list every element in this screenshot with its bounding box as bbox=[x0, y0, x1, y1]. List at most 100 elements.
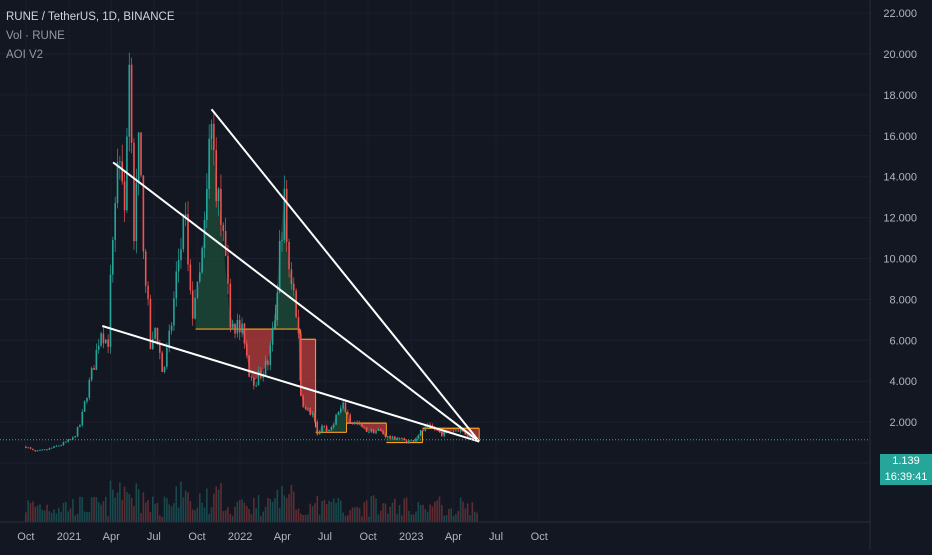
volume-bar bbox=[412, 514, 415, 522]
volume-bar bbox=[34, 506, 37, 522]
chart-legend: RUNE / TetherUS, 1D, BINANCE Vol · RUNE … bbox=[6, 8, 175, 65]
volume-bar bbox=[86, 511, 88, 522]
volume-bar bbox=[389, 506, 391, 522]
candle-body bbox=[220, 188, 222, 225]
symbol-title[interactable]: RUNE / TetherUS, 1D, BINANCE bbox=[6, 11, 175, 23]
volume-bar bbox=[187, 492, 189, 522]
volume-bar bbox=[267, 497, 269, 522]
candle-body bbox=[466, 434, 469, 437]
candle-body bbox=[304, 406, 307, 409]
candle-body bbox=[443, 432, 445, 436]
grid bbox=[0, 12, 870, 464]
volume-bar bbox=[191, 509, 194, 522]
axes: 22.000 20.000 18.000 16.000 14.000 12.000 10.0… bbox=[0, 0, 917, 550]
x-tick-label: Oct bbox=[188, 531, 205, 543]
candle-body bbox=[290, 269, 293, 284]
volume-bar bbox=[323, 499, 326, 522]
y-tick-label: 18.000 bbox=[883, 90, 917, 102]
candle-body bbox=[137, 132, 140, 183]
volume-bar bbox=[339, 500, 342, 522]
volume-bar bbox=[121, 500, 124, 522]
trendline-1[interactable] bbox=[101, 325, 480, 443]
volume-bar bbox=[53, 509, 55, 522]
x-tick-label: 2023 bbox=[399, 531, 423, 543]
candle-body bbox=[455, 430, 457, 432]
volume-bar bbox=[62, 503, 65, 522]
indicator-legend[interactable]: AOI V2 bbox=[6, 49, 44, 61]
volume-bar bbox=[377, 514, 380, 522]
candle-body bbox=[41, 449, 44, 451]
volume-bar bbox=[466, 503, 469, 522]
volume-bar bbox=[384, 503, 387, 522]
volume-bar bbox=[137, 489, 140, 522]
volume-bar bbox=[128, 494, 131, 522]
volume-bar bbox=[382, 503, 384, 522]
candle-body bbox=[332, 424, 335, 428]
candle-body bbox=[109, 274, 112, 347]
volume-bar bbox=[344, 515, 347, 522]
volume-bar bbox=[375, 498, 377, 522]
candle-body bbox=[285, 188, 288, 242]
volume-bar bbox=[133, 506, 135, 522]
candle-body bbox=[389, 436, 391, 439]
candle-body bbox=[271, 327, 274, 345]
candle-body bbox=[417, 435, 420, 439]
volume-bar bbox=[422, 504, 424, 522]
candle-body bbox=[198, 272, 201, 282]
candle-body bbox=[213, 123, 215, 151]
volume-bar bbox=[476, 512, 478, 522]
volume-bar bbox=[394, 498, 396, 522]
candle-body bbox=[161, 352, 163, 373]
volume-bar bbox=[182, 497, 185, 522]
candle-body bbox=[166, 347, 168, 367]
candle-body bbox=[147, 285, 149, 299]
volume-bar bbox=[365, 500, 368, 522]
candle-body bbox=[222, 224, 225, 232]
volume-bar bbox=[159, 515, 161, 522]
candle-body bbox=[76, 426, 79, 437]
volume-bar bbox=[114, 497, 116, 522]
candle-body bbox=[231, 323, 234, 328]
volume-bar bbox=[445, 515, 448, 522]
aoi-fill-green bbox=[315, 405, 347, 437]
volume-bar bbox=[236, 501, 239, 522]
volume-bar bbox=[27, 500, 30, 522]
candle-body bbox=[342, 402, 344, 409]
candle-body bbox=[206, 189, 208, 221]
candle-body bbox=[318, 431, 321, 435]
candle-body bbox=[257, 370, 260, 386]
volume-bar bbox=[83, 511, 86, 522]
volume-bar bbox=[203, 507, 206, 522]
volume-bar bbox=[220, 482, 222, 522]
volume-bar bbox=[417, 502, 420, 522]
volume-legend[interactable]: Vol · RUNE bbox=[6, 30, 65, 42]
trendline-2[interactable] bbox=[112, 161, 480, 443]
candle-body bbox=[74, 436, 77, 438]
candle-body bbox=[36, 450, 39, 452]
volume-bar bbox=[257, 495, 260, 522]
candle-body bbox=[379, 429, 382, 431]
candle-body bbox=[361, 423, 363, 427]
volume-bar bbox=[245, 506, 248, 522]
y-tick-label: 16.000 bbox=[883, 131, 917, 143]
candle-body bbox=[391, 436, 394, 439]
trendline-3[interactable] bbox=[210, 108, 480, 443]
volume-bar bbox=[135, 483, 138, 522]
volume-bar bbox=[307, 514, 309, 522]
volume-bar bbox=[325, 504, 328, 522]
volume-bar bbox=[81, 497, 84, 522]
candle-body bbox=[408, 440, 410, 444]
candle-body bbox=[62, 442, 65, 446]
volume-bar bbox=[292, 491, 295, 522]
volume-bar bbox=[379, 510, 382, 522]
candle-body bbox=[48, 448, 51, 450]
candle-body bbox=[372, 429, 375, 434]
volume-bar bbox=[234, 506, 236, 522]
x-tick-label: Oct bbox=[531, 531, 548, 543]
volume-bar bbox=[332, 498, 335, 522]
volume-bar bbox=[452, 515, 455, 522]
volume-bar bbox=[210, 507, 213, 522]
candle-body bbox=[403, 438, 406, 441]
